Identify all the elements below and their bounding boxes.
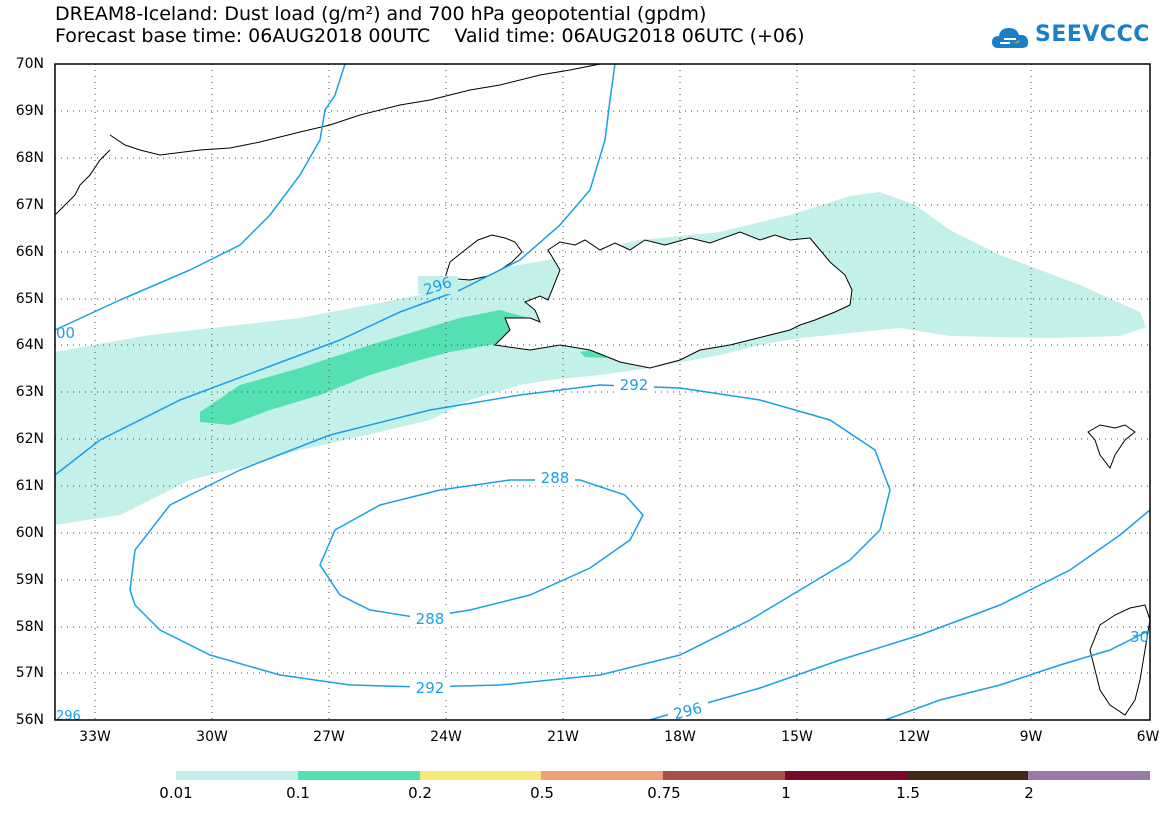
lon-label: 12W	[898, 729, 930, 745]
lon-label: 6W	[1136, 729, 1160, 745]
colorbar-label: 1	[781, 784, 791, 802]
colorbar-segment	[1028, 771, 1150, 780]
seevccc-logo: SEEVCCC	[990, 18, 1165, 62]
cloud-logo-icon	[992, 28, 1029, 48]
map-title: DREAM8-Iceland: Dust load (g/m²) and 700…	[55, 3, 707, 25]
lat-label: 69N	[15, 103, 44, 119]
logo-text: SEEVCCC	[1035, 22, 1150, 47]
scotland-coastline	[1089, 604, 1151, 716]
lat-label: 66N	[15, 244, 44, 260]
faroe-islands-coastline	[1087, 424, 1136, 470]
lon-label: 9W	[1019, 729, 1043, 745]
contour-288	[319, 479, 644, 619]
colorbar-segment	[541, 771, 663, 780]
contour-label-300-left: 00	[56, 324, 75, 342]
lat-label: 68N	[15, 150, 44, 166]
colorbar-label: 0.2	[408, 784, 432, 802]
lon-label: 27W	[313, 729, 345, 745]
iceland-coastline	[493, 231, 853, 369]
lon-label: 33W	[79, 729, 111, 745]
contour-292	[129, 384, 891, 688]
dust-load-low-area	[55, 192, 1146, 525]
lat-label: 63N	[15, 384, 44, 400]
colorbar-label: 0.1	[286, 784, 310, 802]
colorbar-segment	[784, 771, 907, 780]
contour-300-bottom	[884, 629, 1151, 721]
colorbar-segment	[176, 771, 298, 780]
lat-label: 60N	[15, 525, 44, 541]
lon-label: 24W	[430, 729, 462, 745]
plot-frame	[54, 63, 1151, 721]
lon-label: 21W	[547, 729, 579, 745]
contour-label-292-upper: 292	[620, 376, 649, 394]
lat-label: 58N	[15, 619, 44, 635]
forecast-time-line: Forecast base time: 06AUG2018 00UTC Vali…	[55, 25, 805, 47]
greenland-coastline-west	[54, 149, 111, 216]
contour-label-288-top: 288	[541, 469, 570, 487]
lon-label: 15W	[781, 729, 813, 745]
contour-296-bottom	[649, 509, 1151, 721]
contour-296-greenland	[54, 63, 616, 476]
contour-label-292-lower: 292	[416, 679, 445, 697]
contour-label-288-bottom: 288	[416, 610, 445, 628]
greenland-coastline	[109, 63, 601, 156]
colorbar-segment	[906, 771, 1029, 780]
lon-label: 18W	[664, 729, 696, 745]
colorbar-label: 0.75	[647, 784, 681, 802]
lat-label: 70N	[15, 56, 44, 72]
lat-label: 56N	[15, 712, 44, 728]
colorbar-label: 2	[1024, 784, 1034, 802]
lon-label: 30W	[196, 729, 228, 745]
lat-label: 65N	[15, 291, 44, 307]
lat-label: 67N	[15, 197, 44, 213]
contour-label-300-right: 30	[1130, 628, 1149, 646]
colorbar-segment	[663, 771, 785, 780]
contour-300-left	[54, 63, 346, 331]
geopotential-contours	[54, 63, 1151, 721]
lat-label: 62N	[15, 431, 44, 447]
colorbar-label: 1.5	[896, 784, 920, 802]
contour-label-296-left-edge: 296	[56, 709, 81, 724]
lat-label: 64N	[15, 337, 44, 353]
dust-load-colorbar	[176, 771, 1150, 780]
colorbar-segment	[297, 771, 420, 780]
lat-label: 57N	[15, 665, 44, 681]
colorbar-label: 0.01	[159, 784, 193, 802]
colorbar-label: 0.5	[530, 784, 554, 802]
graticule	[55, 64, 1150, 720]
lat-label: 59N	[15, 572, 44, 588]
colorbar-segment	[419, 771, 542, 780]
lat-label: 61N	[15, 478, 44, 494]
